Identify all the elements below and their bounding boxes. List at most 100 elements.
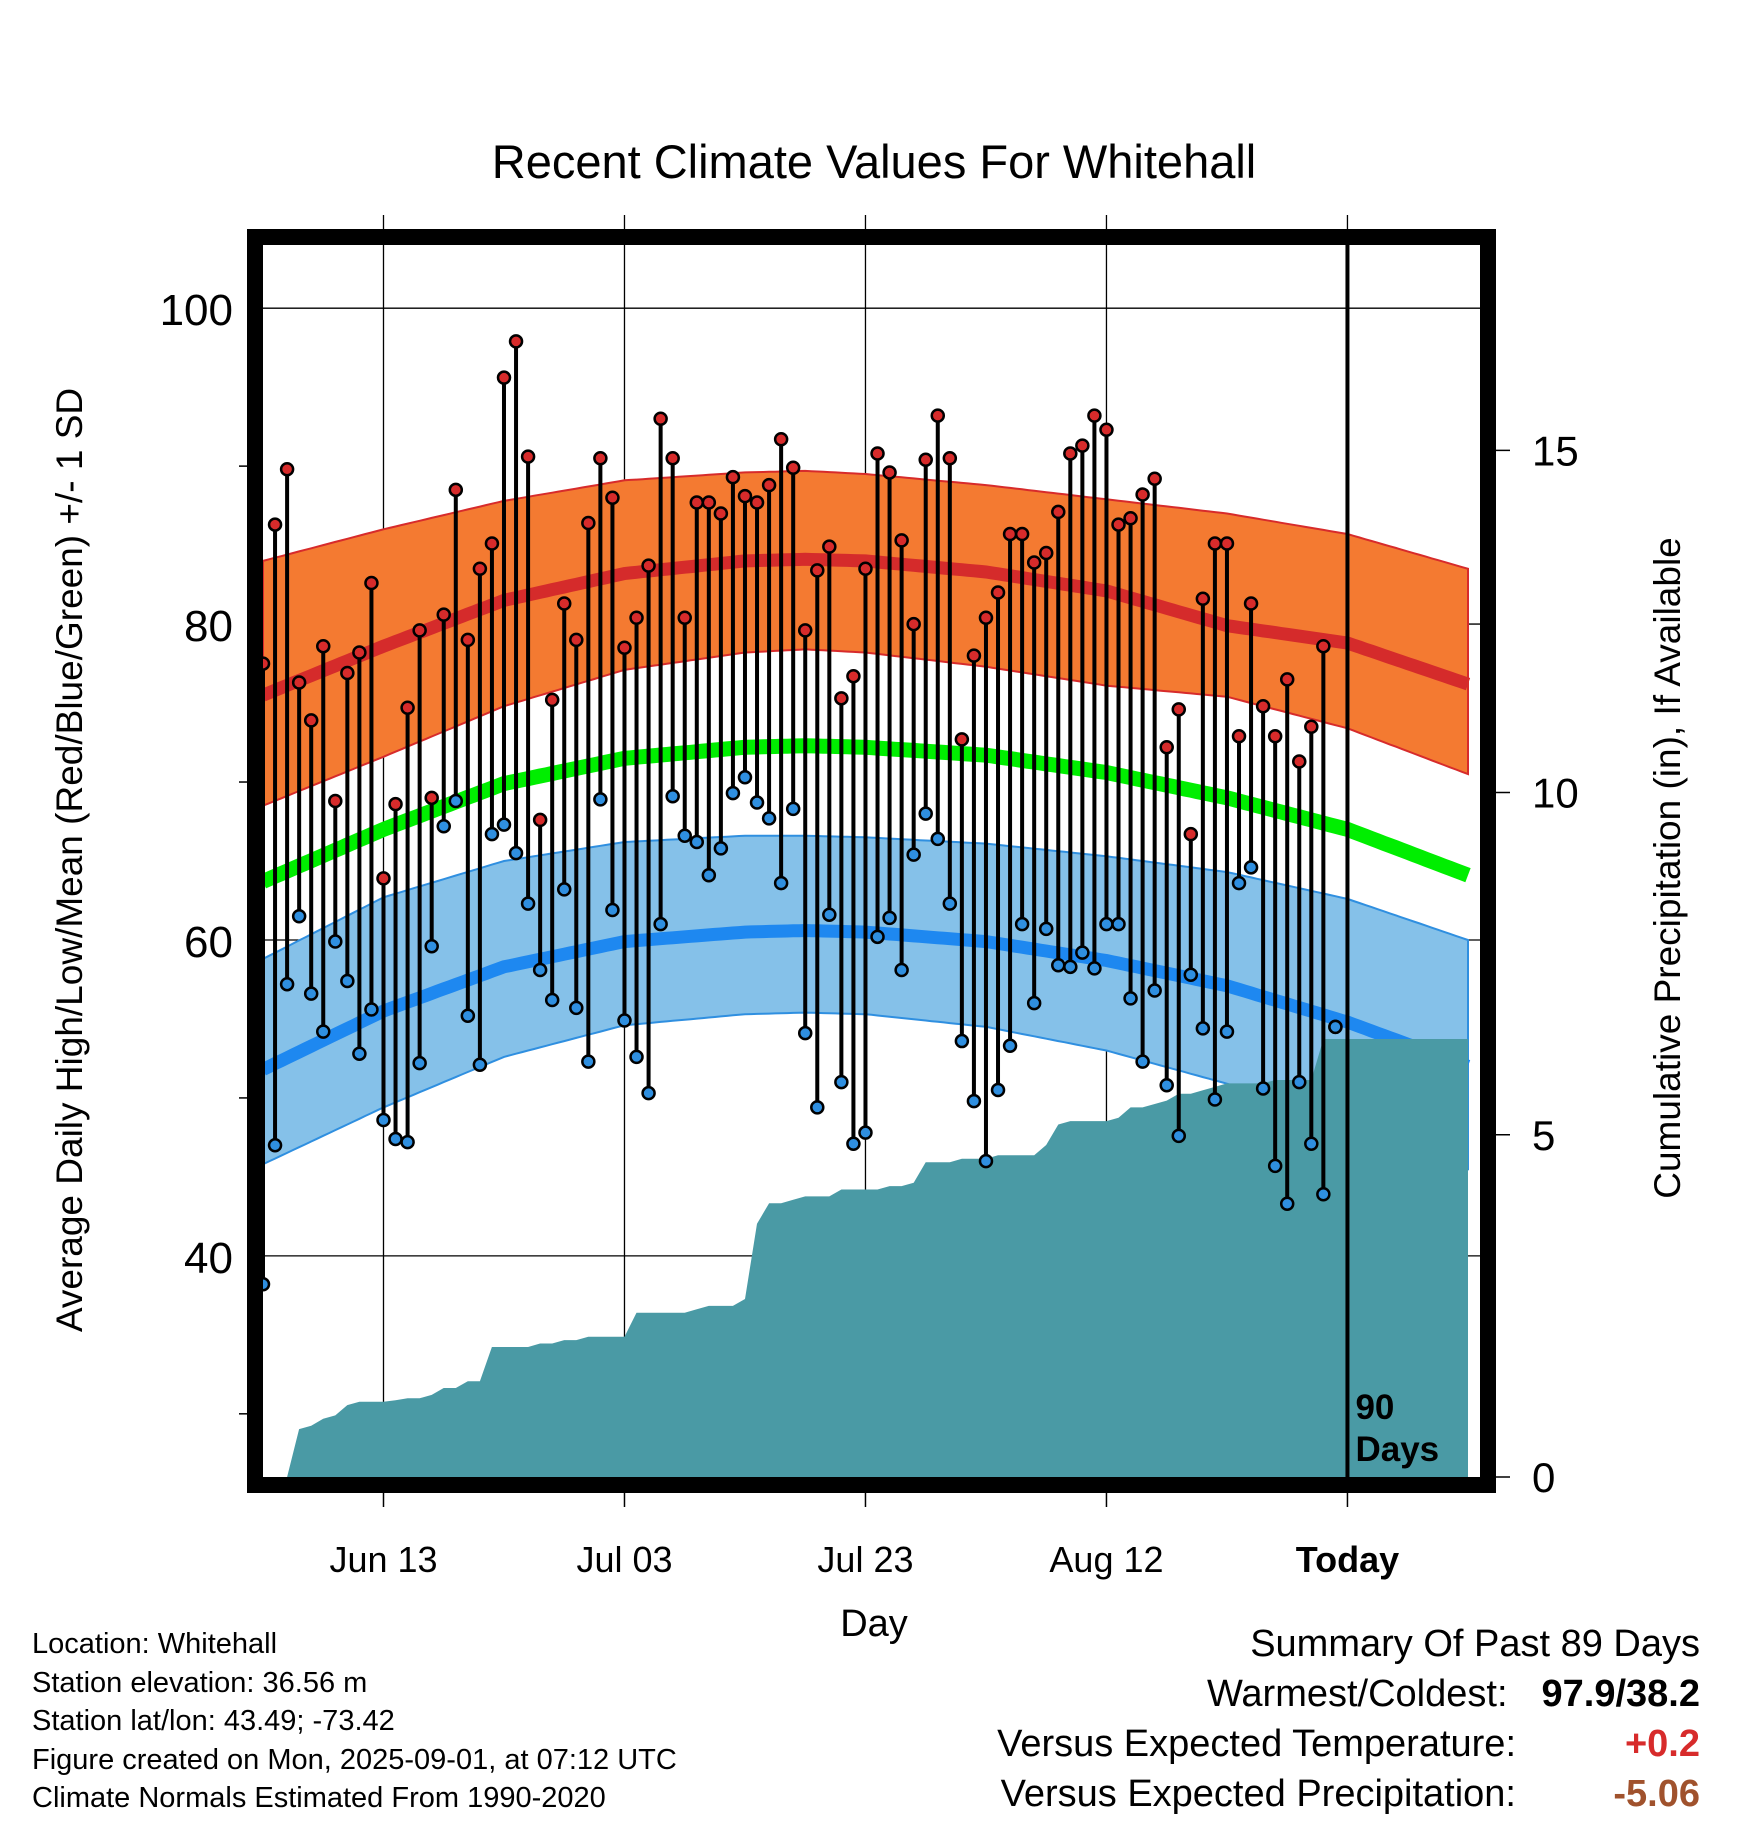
high-point	[1014, 526, 1030, 542]
high-point	[629, 610, 644, 626]
high-point	[1063, 446, 1078, 461]
station-latlon: Station lat/lon: 43.49; -73.42	[32, 1705, 395, 1737]
high-point	[1051, 504, 1066, 520]
low-point	[1002, 1038, 1018, 1054]
low-point	[340, 973, 355, 989]
low-point	[279, 976, 295, 992]
low-point	[532, 962, 548, 978]
low-point	[1063, 959, 1078, 975]
high-point	[1171, 702, 1187, 717]
high-point	[508, 334, 524, 349]
precip-area	[263, 1039, 1468, 1477]
low-point	[1183, 967, 1199, 982]
y2-tick-label: 15	[1532, 427, 1579, 474]
high-mean-line	[260, 552, 1471, 702]
high-point	[990, 585, 1006, 600]
high-point	[966, 648, 982, 663]
high-point	[797, 623, 813, 638]
low-point	[1087, 961, 1102, 976]
low-point	[328, 934, 343, 949]
high-point	[834, 691, 849, 706]
low-point	[725, 785, 741, 801]
high-point	[822, 539, 837, 554]
low-point	[484, 826, 500, 842]
x-tick-label: Jul 23	[817, 1539, 913, 1580]
high-point	[894, 533, 909, 548]
temp-label: Versus Expected Temperature:	[997, 1723, 1516, 1765]
high-point	[810, 563, 825, 578]
low-point	[1014, 916, 1030, 932]
high-point	[930, 408, 946, 423]
high-point	[472, 561, 488, 577]
low-point	[1159, 1078, 1174, 1093]
low-point	[1123, 991, 1138, 1006]
high-point	[605, 490, 620, 505]
low-point	[364, 1002, 379, 1017]
low-point	[810, 1100, 825, 1115]
low-point	[315, 1024, 331, 1039]
summary-warmest-coldest: Warmest/Coldest: 97.9/38.2	[997, 1669, 1700, 1719]
high-point	[713, 506, 729, 521]
warmest-coldest-value: 97.9/38.2	[1541, 1673, 1700, 1715]
x-tick-label: Jul 03	[576, 1539, 672, 1580]
high-point	[424, 790, 439, 806]
high-point	[400, 700, 415, 716]
low-point	[1231, 875, 1247, 891]
low-point	[436, 819, 451, 834]
high-point	[725, 469, 741, 485]
high-point	[520, 449, 536, 464]
low-point	[629, 1049, 644, 1065]
low-point	[448, 793, 464, 809]
summary-heading: Summary Of Past 89 Days	[1250, 1623, 1700, 1665]
high-point	[617, 640, 632, 656]
high-point	[328, 793, 343, 809]
low-point	[990, 1082, 1006, 1098]
low-point	[472, 1057, 488, 1073]
low-point	[858, 1125, 873, 1140]
precip-fill	[263, 1039, 1468, 1477]
low-point	[918, 806, 933, 821]
x-tick-label: Today	[1296, 1539, 1399, 1580]
high-point	[1135, 487, 1150, 502]
summary-precip: Versus Expected Precipitation: -5.06	[997, 1769, 1700, 1819]
high-point	[593, 450, 608, 466]
low-point	[870, 929, 885, 945]
high-point	[279, 462, 295, 477]
chart-title: Recent Climate Values For Whitehall	[492, 135, 1256, 188]
warmest-coldest-label: Warmest/Coldest:	[1206, 1673, 1508, 1715]
high-point	[918, 452, 933, 468]
high-point	[677, 610, 692, 626]
high-point	[484, 536, 500, 551]
low-point	[1147, 983, 1162, 998]
high-point	[1026, 555, 1042, 570]
high-point	[569, 632, 584, 648]
low-point	[749, 795, 765, 810]
low-point	[496, 817, 512, 832]
high-point	[1279, 672, 1295, 687]
y2-tick-label: 10	[1532, 770, 1579, 817]
low-point	[1316, 1187, 1331, 1202]
high-point	[1075, 438, 1090, 453]
y-tick-label: 40	[184, 1234, 233, 1283]
low-point	[1195, 1021, 1211, 1036]
low-point	[701, 867, 717, 883]
low-point	[665, 788, 680, 804]
summary-temp: Versus Expected Temperature: +0.2	[997, 1719, 1700, 1769]
high-point	[1195, 591, 1211, 607]
low-point	[1304, 1136, 1319, 1151]
high-point	[364, 575, 379, 591]
low-point	[1255, 1081, 1271, 1096]
high-point	[315, 638, 331, 654]
low-point	[303, 986, 319, 1001]
low-point	[1051, 957, 1066, 973]
low-point	[460, 1008, 476, 1024]
y-tick-label: 60	[184, 918, 233, 967]
summary-panel: Summary Of Past 89 Days Warmest/Coldest:…	[997, 1619, 1700, 1819]
low-point	[617, 1013, 632, 1028]
low-point	[581, 1054, 596, 1069]
high-point	[1231, 728, 1247, 744]
axes: Jun 13 Jul 03 Jul 23 Aug 12 Today 40 60 80 100 0 5…	[160, 286, 1579, 1580]
climate-normals-note: Climate Normals Estimated From 1990-2020	[32, 1782, 606, 1814]
low-point	[882, 910, 897, 926]
high-point	[858, 561, 873, 577]
